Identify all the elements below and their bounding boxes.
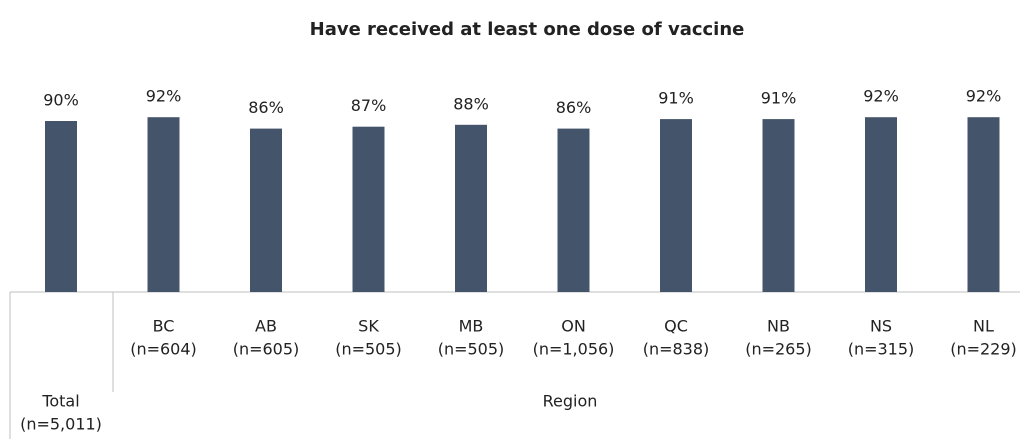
bar <box>660 119 692 292</box>
x-tick-label: AB <box>255 317 277 336</box>
value-label: 87% <box>351 96 387 115</box>
value-label: 86% <box>248 98 284 117</box>
bar <box>557 128 590 292</box>
bar <box>352 126 385 292</box>
x-tick-label: MB <box>459 317 484 336</box>
x-tick-label: Total <box>41 392 79 411</box>
x-tick-label: QC <box>664 317 688 336</box>
sample-size-label: (n=5,011) <box>20 415 102 434</box>
sample-size-label: (n=505) <box>438 340 505 359</box>
sample-size-label: (n=229) <box>950 340 1017 359</box>
value-label: 91% <box>658 89 694 108</box>
value-label: 91% <box>761 89 797 108</box>
bar <box>865 117 897 292</box>
value-label: 90% <box>43 91 79 110</box>
value-label: 86% <box>556 98 592 117</box>
bar <box>762 119 795 292</box>
x-tick-label: NL <box>973 317 994 336</box>
sample-size-label: (n=265) <box>745 340 812 359</box>
x-tick-label: SK <box>358 317 379 336</box>
bar <box>455 124 487 292</box>
x-tick-label: NB <box>767 317 790 336</box>
bar <box>45 121 77 292</box>
sample-size-label: (n=605) <box>233 340 300 359</box>
bar <box>967 117 1000 292</box>
x-tick-label: NS <box>870 317 892 336</box>
value-label: 92% <box>863 87 899 106</box>
group-label: Region <box>543 392 598 411</box>
sample-size-label: (n=315) <box>848 340 915 359</box>
sample-size-label: (n=604) <box>130 340 197 359</box>
value-label: 92% <box>146 87 182 106</box>
sample-size-label: (n=838) <box>643 340 710 359</box>
x-tick-label: ON <box>561 317 586 336</box>
chart-title: Have received at least one dose of vacci… <box>310 19 745 40</box>
value-label: 92% <box>966 87 1002 106</box>
sample-size-label: (n=505) <box>335 340 402 359</box>
sample-size-label: (n=1,056) <box>533 340 615 359</box>
x-tick-label: BC <box>153 317 175 336</box>
bar <box>147 117 180 292</box>
bar <box>250 128 282 292</box>
value-label: 88% <box>453 94 489 113</box>
